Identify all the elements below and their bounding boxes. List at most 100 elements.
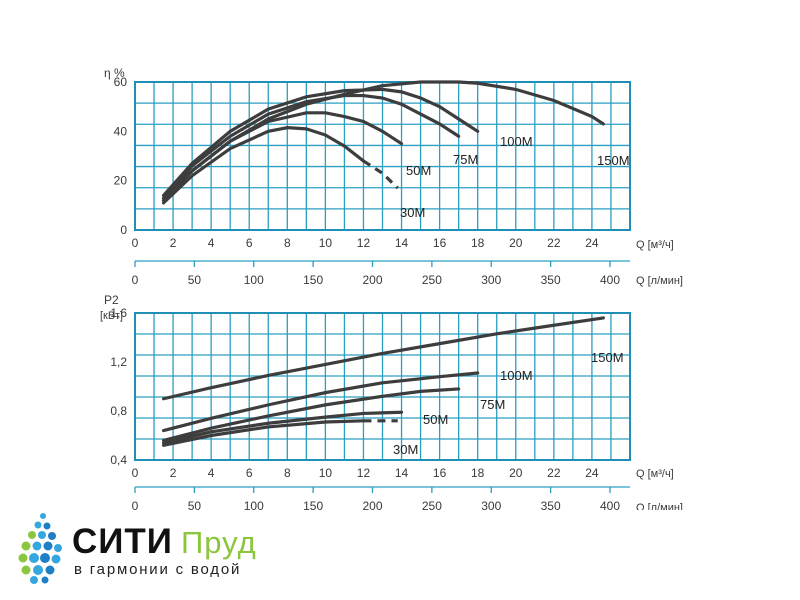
series-label-30M: 30M [400,205,425,220]
secondary-tick-label: 400 [600,273,620,287]
x-tick-label: 10 [319,236,333,250]
series-label-75M: 75M [453,152,478,167]
efficiency-curves [161,80,605,205]
series-label-100M: 100M [500,134,533,149]
efficiency-grid [134,81,631,231]
y-tick-label: 40 [114,124,128,138]
x-tick-label: 12 [357,236,371,250]
x-tick-label: 24 [585,466,599,480]
curve-50M [161,410,404,445]
efficiency-y-label: η % [104,66,125,80]
secondary-tick-label: 0 [132,499,139,510]
series-label-75M: 75M [480,397,505,412]
x-tick-label: 0 [132,466,139,480]
secondary-tick-label: 350 [541,499,561,510]
x-tick-label: 18 [471,466,485,480]
secondary-tick-label: 0 [132,273,139,287]
x-tick-label: 12 [357,466,371,480]
series-label-30M: 30M [393,442,418,457]
x-tick-label: 20 [509,236,523,250]
power-x-ticks: 0 2 4 6 8 10 12 14 16 18 20 22 24 [132,466,599,480]
curve-150M [161,316,605,401]
series-label-150M: 150M [591,350,624,365]
y-tick-label: 0,4 [110,453,127,467]
y-tick-label: 1,2 [110,355,127,369]
secondary-tick-label: 200 [362,273,382,287]
x-tick-label: 0 [132,236,139,250]
curve-30M [161,419,366,447]
secondary-tick-label: 250 [422,499,442,510]
secondary-tick-label: 200 [362,499,382,510]
power-secondary-axis: 0 50 100 150 200 250 300 350 400 [132,486,630,510]
x-tick-label: 6 [246,236,253,250]
x-tick-label: 2 [170,236,177,250]
series-label-50M: 50M [423,412,448,427]
brand-tagline: в гармонии с водой [74,561,242,578]
curve-dashed-30M [362,159,399,190]
secondary-tick-label: 300 [481,273,501,287]
power-y-unit: [кВт] [100,310,123,322]
curve-75M [161,387,461,442]
plot-frame [134,81,631,231]
brand-main: СИТИ [72,522,173,561]
y-tick-label: 0,8 [110,404,127,418]
company-logo: СИТИ Пруд в гармонии с водой [10,508,310,594]
curve-100M [161,371,480,433]
power-grid [134,312,631,461]
power-y-ticks: 0,4 0,8 1,2 1,6 [110,306,127,467]
x-tick-label: 8 [284,236,291,250]
secondary-tick-label: 350 [541,273,561,287]
x-tick-label: 8 [284,466,291,480]
x-tick-label: 4 [208,466,215,480]
series-label-50M: 50M [406,163,431,178]
x-tick-label: 20 [509,466,523,480]
efficiency-series-labels: 30M 50M 75M 100M 150M [400,134,630,220]
efficiency-x2-unit: Q [л/мин] [636,275,683,287]
secondary-tick-label: 100 [244,499,264,510]
power-x2-unit: Q [л/мин] [636,502,683,510]
series-label-150M: 150M [597,153,630,168]
secondary-tick-label: 50 [188,499,202,510]
efficiency-x-unit: Q [м³/ч] [636,239,674,251]
x-tick-label: 14 [395,466,409,480]
x-tick-label: 18 [471,236,485,250]
curve-75M [161,93,461,200]
series-label-100M: 100M [500,368,533,383]
x-tick-label: 6 [246,466,253,480]
power-chart: P2 [кВт] 0,40,81,21,6 0 2 4 6 8 10 12 14 16 18 20 2… [100,293,683,510]
secondary-tick-label: 150 [303,499,323,510]
curve-150M [161,80,605,202]
brand-name: СИТИ Пруд [72,522,257,562]
power-y-label: P2 [104,293,119,307]
secondary-tick-label: 250 [422,273,442,287]
y-tick-label: 20 [114,174,128,188]
x-tick-label: 24 [585,236,599,250]
x-tick-label: 10 [319,466,333,480]
y-tick-label: 60 [114,75,128,89]
curve-30M [161,126,366,205]
secondary-tick-label: 400 [600,499,620,510]
power-curves [161,316,605,447]
x-tick-label: 22 [547,466,561,480]
brand-second: Пруд [180,525,257,560]
y-tick-label: 1,6 [110,306,127,320]
power-x-unit: Q [м³/ч] [636,468,674,480]
efficiency-y-ticks: 0 20 40 60 [114,75,128,237]
x-tick-label: 4 [208,236,215,250]
secondary-tick-label: 150 [303,273,323,287]
power-series-labels: 30M 50M 75M 100M 150M [393,350,624,457]
secondary-tick-label: 50 [188,273,202,287]
x-tick-label: 2 [170,466,177,480]
x-tick-label: 16 [433,236,447,250]
efficiency-x-ticks: 0 2 4 6 8 10 12 14 16 18 20 22 24 [132,236,599,250]
x-tick-label: 14 [395,236,409,250]
x-tick-label: 16 [433,466,447,480]
water-drops-icon [18,513,62,584]
efficiency-secondary-axis: 0 50 100 150 200 250 300 350 400 [132,260,630,287]
secondary-tick-label: 300 [481,499,501,510]
y-tick-label: 0 [120,223,127,237]
plot-frame [134,312,631,461]
secondary-tick-label: 100 [244,273,264,287]
